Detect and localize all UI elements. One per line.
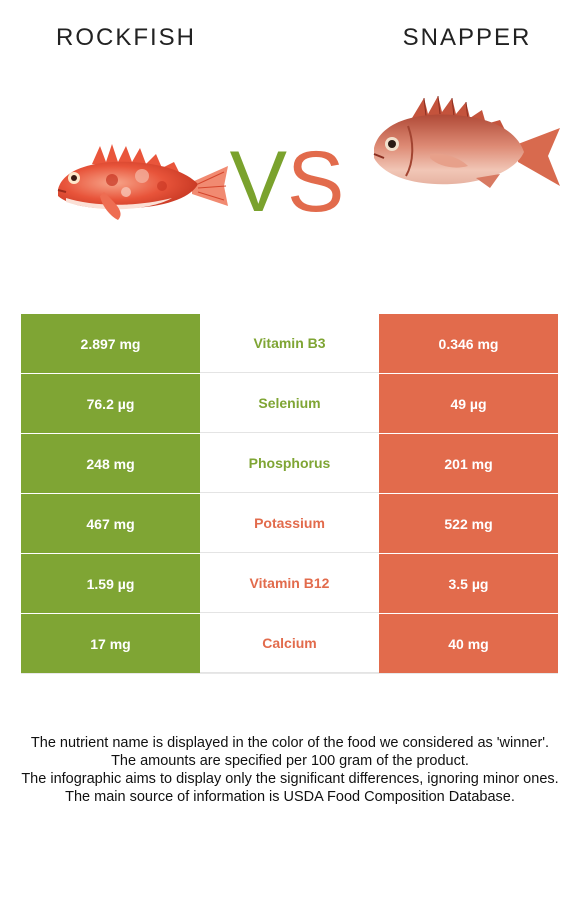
rockfish-image <box>57 144 228 220</box>
nutrient-name: Phosphorus <box>200 434 379 493</box>
vs-v-letter: V <box>229 134 287 230</box>
table-row: 17 mg Calcium 40 mg <box>21 614 558 674</box>
left-value: 76.2 µg <box>21 374 200 433</box>
nutrient-name: Vitamin B3 <box>200 314 379 373</box>
nutrient-name: Potassium <box>200 494 379 553</box>
vs-label: VS <box>222 132 352 232</box>
left-value: 1.59 µg <box>21 554 200 613</box>
right-value: 49 µg <box>379 374 558 433</box>
left-value: 2.897 mg <box>21 314 200 373</box>
left-value: 17 mg <box>21 614 200 673</box>
footnote-line: The infographic aims to display only the… <box>21 771 559 787</box>
footnotes: The nutrient name is displayed in the co… <box>12 734 568 806</box>
right-value: 522 mg <box>379 494 558 553</box>
right-value: 201 mg <box>379 434 558 493</box>
table-row: 467 mg Potassium 522 mg <box>21 494 558 554</box>
footnote-line: The amounts are specified per 100 gram o… <box>111 753 469 769</box>
left-food-title: ROCKFISH <box>55 24 196 51</box>
table-row: 2.897 mg Vitamin B3 0.346 mg <box>21 314 558 374</box>
left-value: 248 mg <box>21 434 200 493</box>
table-row: 248 mg Phosphorus 201 mg <box>21 434 558 494</box>
nutrient-name: Selenium <box>200 374 379 433</box>
footnote-line: The nutrient name is displayed in the co… <box>30 735 550 751</box>
table-row: 76.2 µg Selenium 49 µg <box>21 374 558 434</box>
right-food-title: SNAPPER <box>402 24 532 51</box>
nutrient-name: Calcium <box>200 614 379 673</box>
table-divider <box>21 673 558 674</box>
left-value: 467 mg <box>21 494 200 553</box>
right-value: 3.5 µg <box>379 554 558 613</box>
nutrient-comparison-table: 2.897 mg Vitamin B3 0.346 mg 76.2 µg Sel… <box>21 314 558 674</box>
snapper-image <box>373 95 560 188</box>
footnote-line: The main source of information is USDA F… <box>65 789 515 805</box>
right-value: 40 mg <box>379 614 558 673</box>
right-value: 0.346 mg <box>379 314 558 373</box>
table-row: 1.59 µg Vitamin B12 3.5 µg <box>21 554 558 614</box>
nutrient-name: Vitamin B12 <box>200 554 379 613</box>
vs-s-letter: S <box>287 134 345 230</box>
